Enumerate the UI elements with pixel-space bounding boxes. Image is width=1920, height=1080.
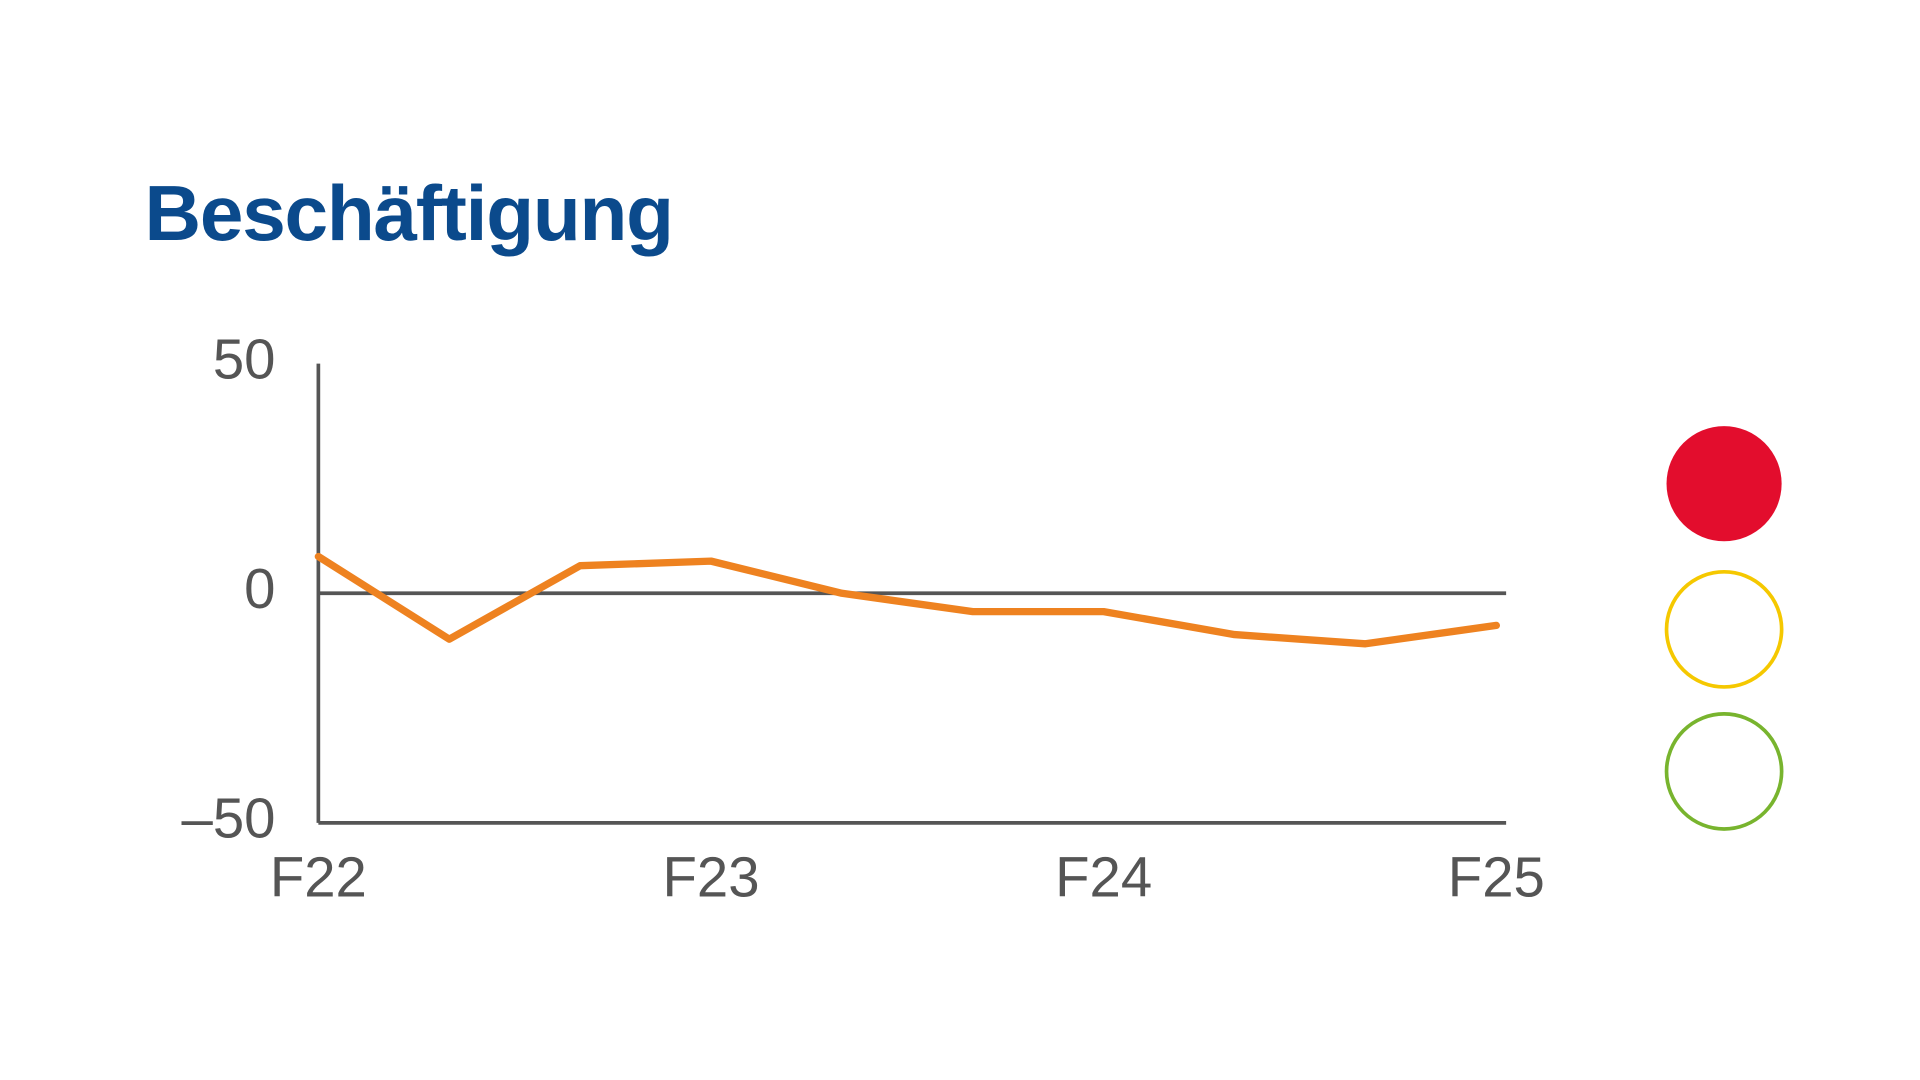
x-tick-label: F22	[270, 846, 367, 909]
status-lights	[1664, 426, 1784, 831]
y-tick-label: 50	[213, 328, 276, 391]
green-light	[1664, 712, 1784, 831]
red-light	[1666, 426, 1782, 542]
x-tick-label: F25	[1448, 846, 1545, 909]
line	[314, 552, 1500, 648]
y-tick-label: –50	[182, 787, 276, 850]
x-tick-label: F23	[662, 846, 759, 909]
yellow-light	[1664, 570, 1784, 689]
chart-title: Beschäftigung	[144, 169, 672, 257]
x-tick-label: F24	[1055, 846, 1152, 909]
y-tick-label: 0	[244, 557, 275, 620]
